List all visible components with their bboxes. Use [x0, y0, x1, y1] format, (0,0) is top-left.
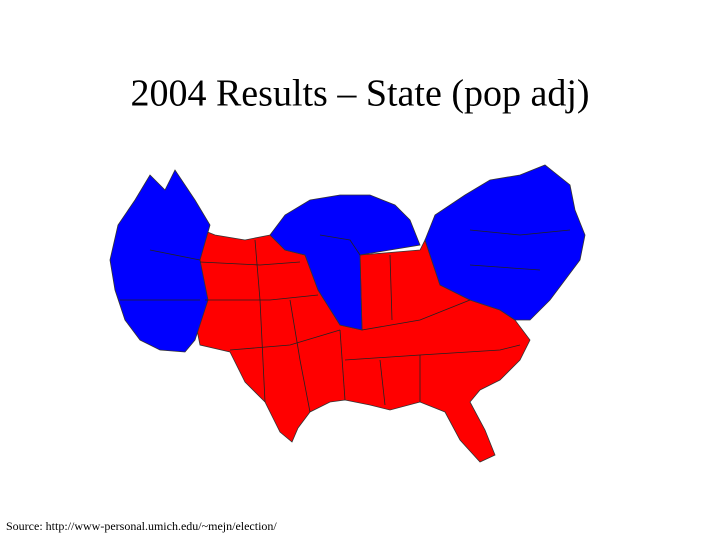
source-note: Source: http://www-personal.umich.edu/~m… — [6, 519, 277, 533]
slide-title: 2004 Results – State (pop adj) — [130, 73, 589, 115]
blue-west — [109, 169, 211, 353]
blue-northeast — [424, 164, 586, 321]
blue-midwest — [269, 194, 421, 331]
state-borders — [120, 229, 571, 413]
cartogram-map — [109, 164, 586, 463]
